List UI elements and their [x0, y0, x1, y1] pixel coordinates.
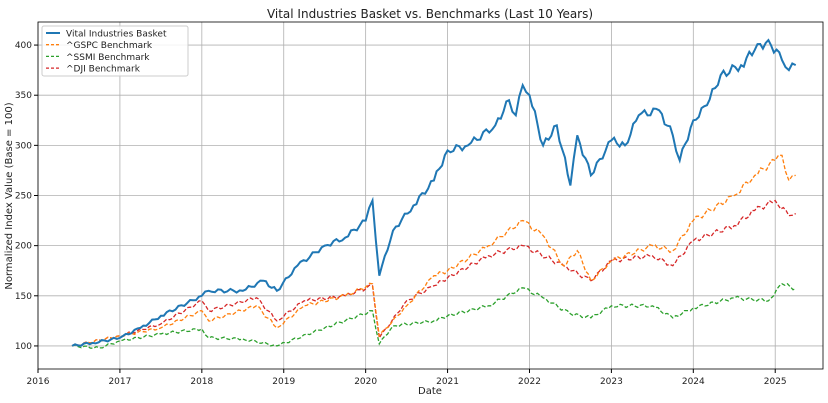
x-axis-label: Date — [418, 386, 442, 397]
series-line--gspc-benchmark — [71, 154, 796, 347]
series-line-vital-industries-basket — [71, 38, 797, 347]
legend-label: ^GSPC Benchmark — [66, 41, 153, 51]
series-line--dji-benchmark — [71, 199, 796, 347]
y-axis-label: Normalized Index Value (Base = 100) — [4, 102, 15, 289]
legend-label: ^SSMI Benchmark — [66, 53, 150, 63]
axis-ticks: 2016 2017 2018 2019 2020 2021 2022 2023 2024 2025… — [15, 41, 787, 387]
legend-label: Vital Industries Basket — [66, 30, 167, 40]
x-tick-label: 2017 — [108, 377, 131, 387]
chart-title: Vital Industries Basket vs. Benchmarks (… — [267, 7, 593, 21]
x-tick-label: 2024 — [682, 377, 705, 387]
plot-frame — [37, 21, 824, 370]
x-tick-label: 2018 — [190, 377, 213, 387]
x-tick-label: 2022 — [518, 377, 541, 387]
legend-label: ^DJI Benchmark — [66, 65, 141, 75]
y-tick-label: 400 — [15, 41, 32, 51]
y-tick-label: 300 — [15, 141, 32, 151]
grid — [37, 22, 823, 369]
legend: Vital Industries Basket^GSPC Benchmark ^S… — [41, 25, 189, 77]
x-tick-label: 2019 — [272, 377, 295, 387]
x-tick-label: 2016 — [27, 377, 50, 387]
x-tick-label: 2021 — [436, 377, 459, 387]
x-tick-label: 2023 — [600, 377, 623, 387]
y-tick-label: 250 — [15, 192, 32, 202]
legend-box — [41, 25, 189, 77]
x-tick-label: 2025 — [764, 377, 787, 387]
series-line--ssmi-benchmark — [71, 282, 796, 349]
y-tick-label: 150 — [15, 292, 32, 302]
series-lines — [71, 38, 797, 349]
y-tick-label: 200 — [15, 242, 32, 252]
x-tick-label: 2020 — [354, 377, 377, 387]
y-tick-label: 350 — [15, 91, 32, 101]
y-tick-label: 100 — [15, 342, 32, 352]
